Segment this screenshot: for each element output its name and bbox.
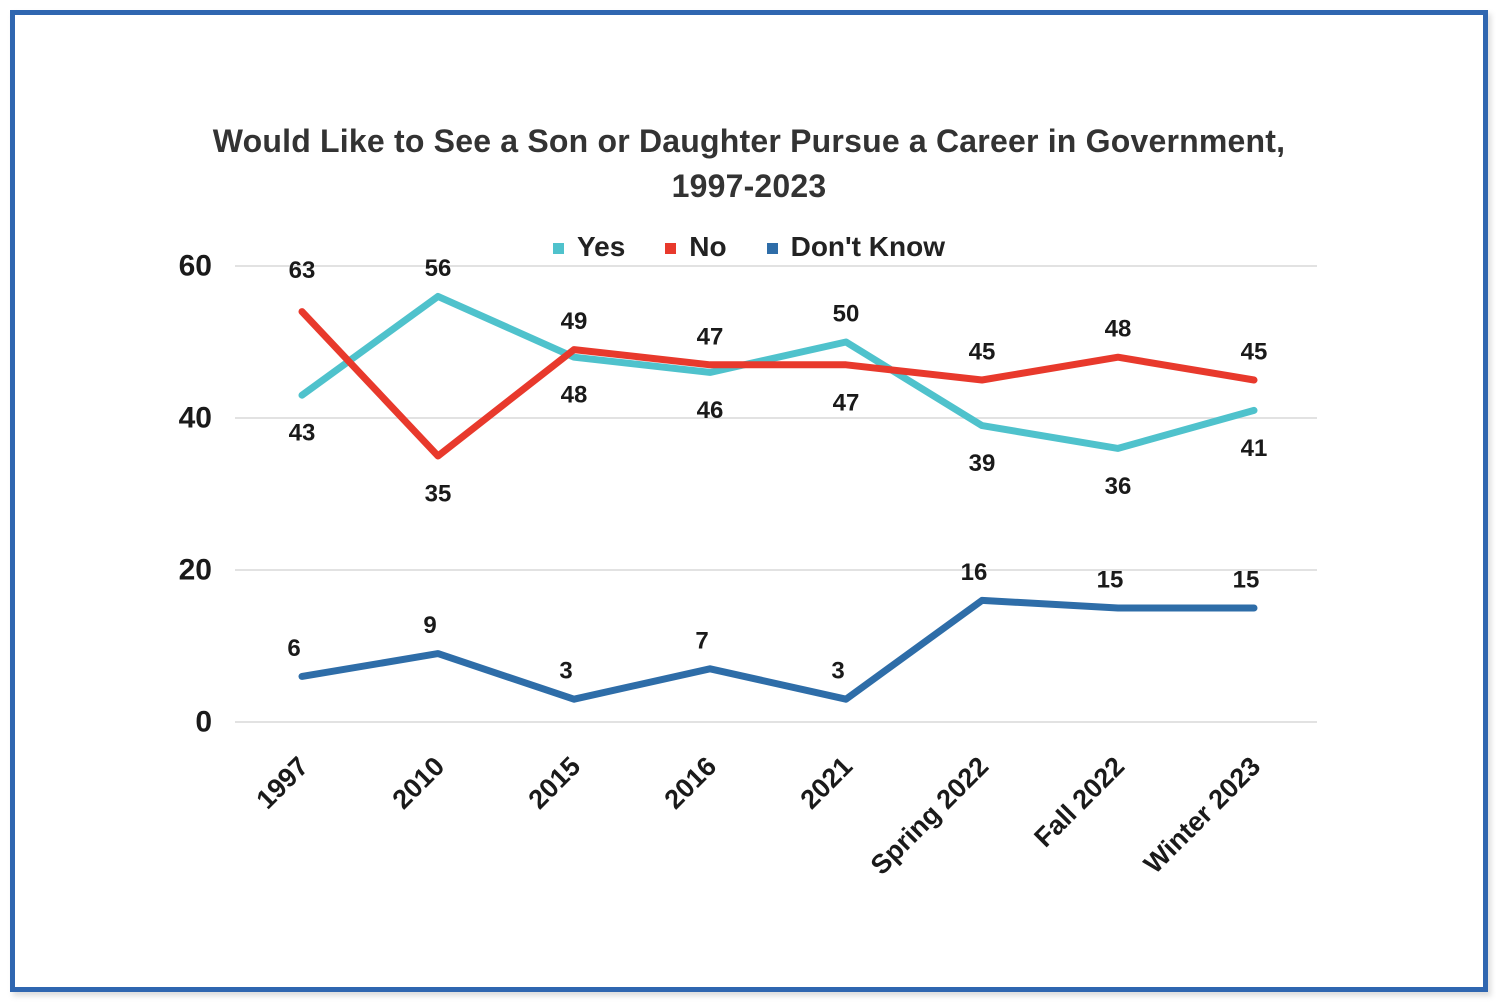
legend-item-no: No <box>665 231 727 263</box>
data-label-yes-2: 48 <box>561 382 588 409</box>
legend-item-don-t-know: Don't Know <box>766 231 945 263</box>
data-label-no-4: 47 <box>833 389 860 416</box>
data-label-don-t-know-0: 6 <box>287 635 300 662</box>
data-label-no-2: 49 <box>561 308 588 335</box>
x-axis-label-spring-2022: Spring 2022 <box>865 751 994 880</box>
x-axis-label-2015: 2015 <box>523 751 587 815</box>
data-label-don-t-know-7: 15 <box>1233 567 1260 594</box>
legend-swatch-icon-don-t-know <box>766 242 778 254</box>
data-label-yes-3: 46 <box>697 397 724 424</box>
y-tick-label-40: 40 <box>179 402 212 435</box>
data-label-don-t-know-3: 7 <box>695 627 708 654</box>
data-label-yes-5: 39 <box>969 450 996 477</box>
chart-title-line1: Would Like to See a Son or Daughter Purs… <box>212 123 1286 159</box>
data-label-don-t-know-2: 3 <box>559 658 572 685</box>
data-label-no-3: 47 <box>697 323 724 350</box>
data-label-yes-1: 56 <box>425 255 452 282</box>
y-tick-label-0: 0 <box>195 706 212 739</box>
chart-frame: Would Like to See a Son or Daughter Purs… <box>10 10 1488 992</box>
data-label-yes-4: 50 <box>833 301 860 328</box>
data-label-no-7: 45 <box>1241 339 1268 366</box>
data-label-don-t-know-6: 15 <box>1097 567 1124 594</box>
x-axis-label-2021: 2021 <box>795 751 859 815</box>
series-line-don-t-know <box>298 596 1258 703</box>
data-label-don-t-know-1: 9 <box>423 612 436 639</box>
data-label-yes-7: 41 <box>1241 435 1268 462</box>
series-line-no <box>298 308 1258 460</box>
x-axis-label-1997: 1997 <box>251 751 315 815</box>
data-label-yes-6: 36 <box>1105 473 1132 500</box>
y-tick-label-20: 20 <box>179 554 212 587</box>
data-label-no-5: 45 <box>969 339 996 366</box>
legend-item-yes: Yes <box>552 231 626 263</box>
legend-swatch-icon-no <box>665 242 677 254</box>
chart-title: Would Like to See a Son or Daughter Purs… <box>15 119 1483 209</box>
data-label-don-t-know-4: 3 <box>831 658 844 685</box>
data-label-no-6: 48 <box>1105 316 1132 343</box>
data-label-no-0: 63 <box>289 257 316 284</box>
legend-label-yes: Yes <box>576 231 626 262</box>
x-axis-label-2010: 2010 <box>387 751 451 815</box>
series-line-yes <box>298 292 1258 452</box>
legend-label-don-t-know: Don't Know <box>790 231 945 262</box>
data-label-no-1: 35 <box>425 481 452 508</box>
chart-title-line2: 1997-2023 <box>671 168 827 204</box>
chart-legend: Yes No Don't Know <box>15 231 1483 263</box>
data-label-yes-0: 43 <box>289 420 316 447</box>
x-axis-label-2016: 2016 <box>659 751 723 815</box>
legend-swatch-icon-yes <box>552 242 564 254</box>
legend-label-no: No <box>689 231 727 262</box>
data-label-don-t-know-5: 16 <box>961 559 988 586</box>
y-tick-label-60: 60 <box>179 250 212 283</box>
x-axis-label-winter-2023: Winter 2023 <box>1138 751 1266 879</box>
x-axis-label-fall-2022: Fall 2022 <box>1028 751 1130 853</box>
